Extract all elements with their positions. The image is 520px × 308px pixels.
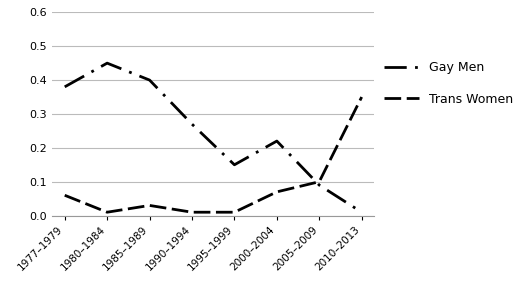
Legend: Gay Men, Trans Women: Gay Men, Trans Women xyxy=(384,61,513,106)
Trans Women xyxy=(274,190,280,194)
Trans Women xyxy=(104,210,110,214)
Trans Women xyxy=(147,204,153,207)
Gay Men xyxy=(147,78,153,82)
Trans Women xyxy=(359,95,365,99)
Trans Women xyxy=(189,210,195,214)
Gay Men xyxy=(104,61,110,65)
Gay Men xyxy=(189,122,195,126)
Trans Women xyxy=(316,180,322,184)
Gay Men xyxy=(359,210,365,214)
Line: Gay Men: Gay Men xyxy=(64,63,362,212)
Line: Trans Women: Trans Women xyxy=(64,97,362,212)
Trans Women xyxy=(231,210,238,214)
Gay Men xyxy=(61,85,68,89)
Gay Men xyxy=(316,183,322,187)
Gay Men xyxy=(231,163,238,167)
Trans Women xyxy=(61,193,68,197)
Gay Men xyxy=(274,139,280,143)
